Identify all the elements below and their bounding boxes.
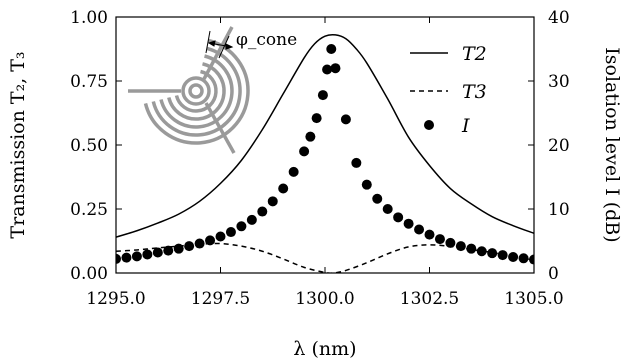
data-point-i-12 [236,221,247,232]
y-axis-right-title: Isolation level I (dB) [601,47,623,242]
y-right-tick-label-0: 0 [548,264,559,284]
x-axis-title: λ (nm) [293,338,356,360]
data-point-i-42 [518,253,529,264]
data-point-i-24 [330,63,341,74]
y-right-tick-label-1: 10 [548,200,570,220]
data-point-i-43 [529,254,534,265]
y-left-tick-label-1: 0.25 [70,200,108,220]
y-right-tick-label-3: 30 [548,72,570,92]
data-point-i-26 [351,157,362,168]
inset-spoke-up [202,26,234,80]
data-point-i-29 [382,204,393,214]
data-point-i-1 [121,252,132,263]
inset-label: φ_cone [236,30,297,50]
data-point-i-6 [173,243,184,254]
inset-cone-edge-2 [218,35,230,59]
data-point-i-21 [317,90,328,101]
data-point-i-28 [372,193,383,204]
y-left-tick-label-3: 0.75 [70,72,108,92]
x-tick-label-4: 1305.0 [504,289,563,309]
data-point-i-3 [142,249,153,260]
data-point-i-35 [445,237,456,248]
legend-label-i: I [461,115,470,137]
inset-spoke-down [204,102,236,154]
data-point-i-2 [131,251,142,262]
data-point-i-18 [299,146,310,157]
y-left-tick-label-4: 1.00 [70,8,108,28]
data-point-i-5 [163,245,174,256]
data-point-i-33 [424,229,435,240]
legend: T2 T3 I [410,43,487,137]
inset-cone-edge-1 [205,30,211,54]
inset-ring-2 [181,76,211,106]
inset-arc-7 [143,38,250,145]
inset-arc-3 [174,69,218,113]
inset-ring-1 [188,83,204,99]
data-point-i-25 [340,114,351,125]
inset-arc-4 [167,62,226,121]
data-point-i-9 [205,235,216,246]
y-right-tick-label-2: 20 [548,136,570,156]
series-i-points [116,44,534,265]
data-point-i-31 [403,218,414,229]
data-point-i-7 [184,241,195,252]
x-tick-label-0: 1295.0 [86,289,145,309]
data-point-i-15 [267,196,278,207]
data-point-i-41 [508,252,519,262]
inset-arc-6 [151,46,242,137]
data-point-i-38 [476,246,487,257]
data-point-i-23 [326,44,337,54]
data-point-i-16 [278,183,289,194]
data-point-i-22 [322,64,333,75]
y-right-tick-label-4: 40 [548,8,570,28]
y-left-tick-label-0: 0.00 [70,264,108,284]
data-point-i-39 [487,248,498,259]
data-point-i-19 [305,131,316,142]
data-point-i-11 [225,227,236,238]
data-point-i-36 [455,241,466,252]
data-point-i-30 [393,212,404,223]
x-tick-label-3: 1302.5 [400,289,459,309]
y-axis-left-title: Transmission T₂, T₃ [7,51,29,238]
data-point-i-27 [361,179,372,190]
legend-label-t2: T2 [462,43,487,65]
data-point-i-34 [434,234,445,245]
data-point-i-40 [497,250,508,261]
data-point-i-10 [215,231,226,242]
x-tick-label-1: 1297.5 [191,289,250,309]
legend-label-t3: T3 [462,81,487,103]
data-point-i-4 [152,247,163,258]
data-point-i-14 [257,206,268,217]
y-left-tick-label-2: 0.50 [70,136,108,156]
inset-arrowhead-left [207,40,216,47]
inset-arc-5 [159,54,234,129]
data-point-i-8 [194,238,205,249]
data-point-i-17 [288,166,299,177]
data-point-i-13 [246,214,257,225]
legend-swatch-i [424,120,434,130]
data-point-i-0 [116,253,121,264]
cone-ring-inset: φ_cone [128,26,297,154]
data-point-i-32 [414,224,425,235]
x-tick-label-2: 1300.0 [295,289,354,309]
data-point-i-37 [466,243,477,254]
inset-arrowhead-right [225,43,234,50]
series-line-t2 [116,33,534,238]
data-point-i-20 [311,113,322,124]
